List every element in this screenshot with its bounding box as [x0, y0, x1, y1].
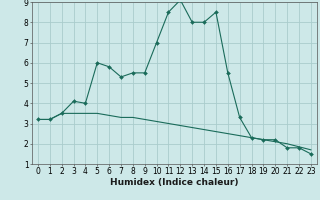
X-axis label: Humidex (Indice chaleur): Humidex (Indice chaleur)	[110, 178, 239, 187]
